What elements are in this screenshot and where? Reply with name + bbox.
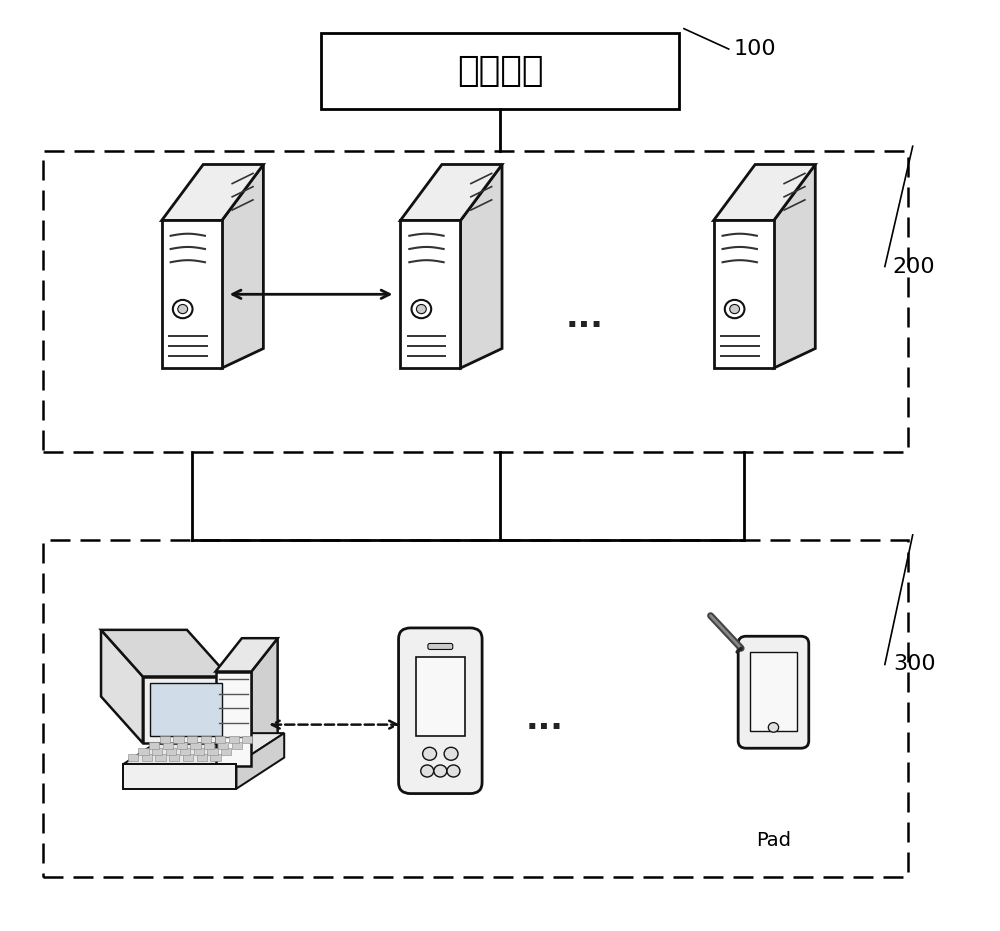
- Polygon shape: [187, 735, 197, 743]
- FancyBboxPatch shape: [750, 652, 797, 731]
- Polygon shape: [714, 221, 774, 368]
- Circle shape: [444, 748, 458, 761]
- Polygon shape: [714, 165, 815, 221]
- FancyBboxPatch shape: [738, 636, 809, 749]
- Polygon shape: [400, 165, 502, 221]
- Circle shape: [178, 304, 188, 314]
- Polygon shape: [460, 165, 502, 368]
- Text: 300: 300: [893, 654, 935, 674]
- Circle shape: [434, 765, 447, 777]
- Circle shape: [421, 765, 434, 777]
- Polygon shape: [236, 733, 284, 789]
- FancyBboxPatch shape: [43, 151, 908, 452]
- Polygon shape: [194, 748, 204, 755]
- Polygon shape: [183, 754, 193, 762]
- Polygon shape: [774, 165, 815, 368]
- Polygon shape: [128, 754, 138, 762]
- Circle shape: [447, 765, 460, 777]
- Polygon shape: [162, 165, 263, 221]
- Polygon shape: [216, 671, 251, 766]
- Polygon shape: [152, 748, 162, 755]
- Polygon shape: [143, 677, 229, 743]
- Polygon shape: [190, 742, 201, 749]
- Circle shape: [412, 300, 431, 318]
- Polygon shape: [166, 748, 176, 755]
- Polygon shape: [101, 630, 229, 677]
- Polygon shape: [229, 735, 239, 743]
- Polygon shape: [180, 748, 190, 755]
- Text: ...: ...: [566, 301, 603, 334]
- Polygon shape: [215, 735, 225, 743]
- FancyBboxPatch shape: [416, 657, 465, 735]
- Polygon shape: [123, 733, 284, 764]
- FancyBboxPatch shape: [43, 540, 908, 877]
- Polygon shape: [400, 221, 460, 368]
- FancyBboxPatch shape: [150, 683, 222, 736]
- Polygon shape: [173, 735, 184, 743]
- Text: 200: 200: [893, 257, 935, 277]
- Text: 100: 100: [734, 39, 776, 59]
- Polygon shape: [210, 754, 221, 762]
- FancyBboxPatch shape: [428, 643, 453, 650]
- Polygon shape: [142, 754, 152, 762]
- Polygon shape: [232, 742, 242, 749]
- Polygon shape: [204, 742, 214, 749]
- Polygon shape: [149, 742, 159, 749]
- Circle shape: [768, 722, 779, 732]
- Circle shape: [730, 304, 740, 314]
- Polygon shape: [242, 735, 252, 743]
- Polygon shape: [218, 742, 228, 749]
- Polygon shape: [169, 754, 179, 762]
- Polygon shape: [177, 742, 187, 749]
- Polygon shape: [123, 764, 236, 789]
- FancyBboxPatch shape: [399, 627, 482, 793]
- Circle shape: [725, 300, 744, 318]
- Text: ...: ...: [526, 704, 564, 736]
- Polygon shape: [162, 221, 222, 368]
- Circle shape: [416, 304, 426, 314]
- Polygon shape: [197, 754, 207, 762]
- Polygon shape: [221, 748, 231, 755]
- Polygon shape: [201, 735, 211, 743]
- Polygon shape: [163, 742, 173, 749]
- Polygon shape: [138, 748, 149, 755]
- Text: Pad: Pad: [756, 830, 791, 850]
- Circle shape: [423, 748, 437, 761]
- Polygon shape: [101, 630, 143, 743]
- Polygon shape: [155, 754, 166, 762]
- FancyBboxPatch shape: [321, 34, 679, 109]
- Polygon shape: [251, 638, 278, 766]
- Circle shape: [173, 300, 193, 318]
- Polygon shape: [160, 735, 170, 743]
- Polygon shape: [216, 638, 278, 671]
- Polygon shape: [222, 165, 263, 368]
- Polygon shape: [207, 748, 218, 755]
- Text: 认证设备: 认证设备: [457, 54, 543, 88]
